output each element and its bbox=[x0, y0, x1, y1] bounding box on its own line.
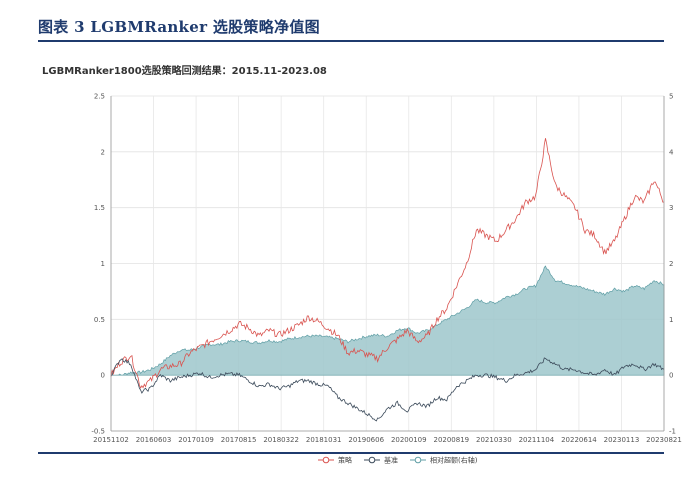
axes: -0.5 0 0.5 1 1.5 2 2.5 -1 0 1 2 3 4 5 20151102 20160603… bbox=[91, 93, 681, 445]
y-tick-label-left: 0.5 bbox=[94, 316, 105, 324]
y-tick-label-right: 5 bbox=[669, 93, 673, 101]
figure-title: 图表 3 LGBMRanker 选股策略净值图 bbox=[38, 18, 320, 36]
y-tick-label-right: 3 bbox=[669, 204, 673, 212]
grid bbox=[110, 95, 665, 432]
y-tick-label-left: 2.5 bbox=[94, 93, 105, 101]
legend-label: 基准 bbox=[384, 456, 398, 465]
x-tick-label: 20200819 bbox=[433, 436, 469, 444]
y-tick-label-right: 4 bbox=[669, 148, 674, 156]
x-tick-label: 20200109 bbox=[391, 436, 427, 444]
y-tick-label-left: -0.5 bbox=[91, 428, 105, 436]
y-tick-label-left: 1 bbox=[101, 260, 105, 268]
title-divider bbox=[38, 40, 664, 42]
x-tick-label: 20210330 bbox=[476, 436, 512, 444]
x-tick-label: 20230821 bbox=[646, 436, 682, 444]
x-tick-label: 20230113 bbox=[604, 436, 640, 444]
x-tick-label: 20211104 bbox=[519, 436, 555, 444]
legend: 策略 基准 相对超额(右轴) bbox=[318, 456, 478, 465]
x-tick-label: 20160603 bbox=[136, 436, 172, 444]
legend-swatch-marker bbox=[414, 456, 422, 464]
legend-swatch-marker bbox=[368, 456, 376, 464]
x-tick-label: 20190606 bbox=[348, 436, 384, 444]
excess-area bbox=[110, 265, 665, 376]
chart-title: LGBMRanker1800选股策略回测结果：2015.11-2023.08 bbox=[42, 66, 327, 77]
y-tick-label-left: 2 bbox=[101, 148, 105, 156]
excess-area-layer bbox=[110, 265, 665, 376]
x-tick-label: 20170109 bbox=[178, 436, 214, 444]
x-tick-label: 20181031 bbox=[306, 436, 342, 444]
y-tick-label-right: 0 bbox=[669, 372, 673, 380]
benchmark-line bbox=[110, 357, 665, 422]
legend-swatch-marker bbox=[322, 456, 330, 464]
x-tick-label: 20151102 bbox=[93, 436, 129, 444]
legend-label: 相对超额(右轴) bbox=[430, 456, 478, 465]
legend-label: 策略 bbox=[338, 456, 352, 465]
strategy-line bbox=[110, 138, 664, 389]
x-tick-label: 20220614 bbox=[561, 436, 597, 444]
y-tick-label-right: 2 bbox=[669, 260, 673, 268]
x-tick-label: 20180322 bbox=[263, 436, 299, 444]
y-tick-label-right: -1 bbox=[669, 428, 676, 436]
y-tick-label-left: 1.5 bbox=[94, 204, 105, 212]
bottom-divider bbox=[38, 452, 664, 454]
series-line-layer bbox=[110, 138, 665, 422]
y-tick-label-left: 0 bbox=[101, 372, 105, 380]
x-tick-label: 20170815 bbox=[221, 436, 257, 444]
y-tick-label-right: 1 bbox=[669, 316, 673, 324]
